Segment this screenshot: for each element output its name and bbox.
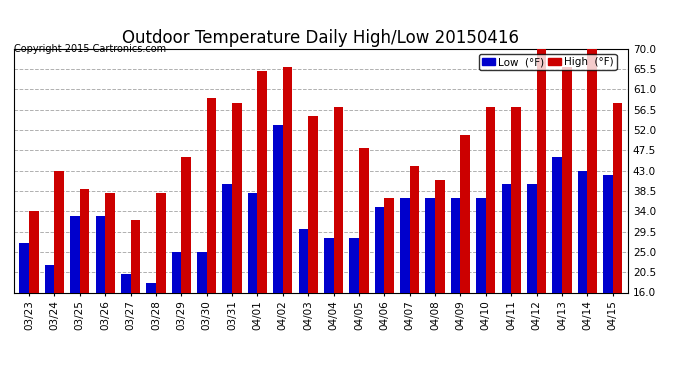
Bar	[222, 184, 232, 365]
Bar	[172, 252, 181, 365]
Bar	[70, 216, 80, 365]
Bar	[603, 175, 613, 365]
Bar	[384, 198, 394, 365]
Bar	[181, 157, 191, 365]
Bar	[105, 193, 115, 365]
Bar	[333, 107, 343, 365]
Bar	[511, 107, 521, 365]
Bar	[349, 238, 359, 365]
Bar	[273, 126, 283, 365]
Bar	[375, 207, 384, 365]
Text: Copyright 2015 Cartronics.com: Copyright 2015 Cartronics.com	[14, 45, 166, 54]
Bar	[299, 229, 308, 365]
Bar	[257, 71, 267, 365]
Bar	[283, 67, 293, 365]
Bar	[232, 103, 241, 365]
Title: Outdoor Temperature Daily High/Low 20150416: Outdoor Temperature Daily High/Low 20150…	[122, 29, 520, 47]
Bar	[460, 135, 470, 365]
Bar	[537, 49, 546, 365]
Bar	[19, 243, 29, 365]
Bar	[451, 198, 460, 365]
Bar	[156, 193, 166, 365]
Bar	[55, 171, 64, 365]
Bar	[80, 189, 90, 365]
Bar	[435, 180, 444, 365]
Bar	[578, 171, 587, 365]
Bar	[587, 49, 597, 365]
Bar	[476, 198, 486, 365]
Bar	[410, 166, 420, 365]
Bar	[486, 107, 495, 365]
Bar	[207, 98, 216, 365]
Bar	[308, 117, 318, 365]
Bar	[130, 220, 140, 365]
Bar	[562, 67, 571, 365]
Bar	[400, 198, 410, 365]
Bar	[95, 216, 105, 365]
Bar	[146, 284, 156, 365]
Bar	[502, 184, 511, 365]
Bar	[248, 193, 257, 365]
Bar	[527, 184, 537, 365]
Bar	[197, 252, 207, 365]
Legend: Low  (°F), High  (°F): Low (°F), High (°F)	[479, 54, 617, 70]
Bar	[45, 266, 55, 365]
Bar	[121, 274, 130, 365]
Bar	[613, 103, 622, 365]
Bar	[426, 198, 435, 365]
Bar	[359, 148, 368, 365]
Bar	[552, 157, 562, 365]
Bar	[324, 238, 333, 365]
Bar	[29, 211, 39, 365]
